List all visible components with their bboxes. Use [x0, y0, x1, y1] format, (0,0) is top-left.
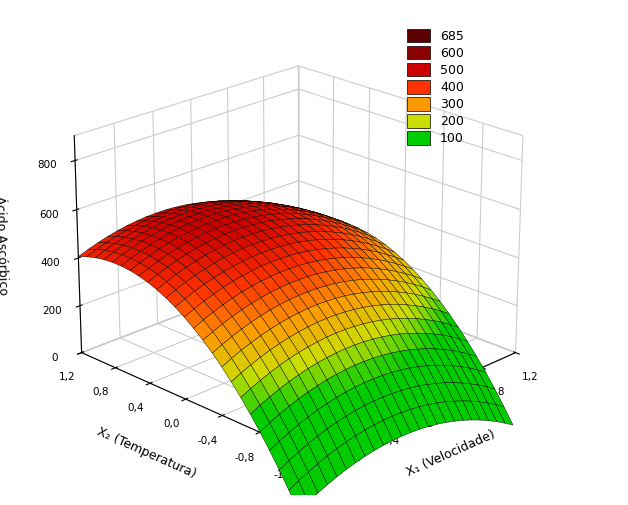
Legend: 685, 600, 500, 400, 300, 200, 100: 685, 600, 500, 400, 300, 200, 100 — [405, 26, 467, 148]
Y-axis label: X₂ (Temperatura): X₂ (Temperatura) — [95, 425, 198, 481]
X-axis label: X₁ (Velocidade): X₁ (Velocidade) — [404, 428, 497, 478]
